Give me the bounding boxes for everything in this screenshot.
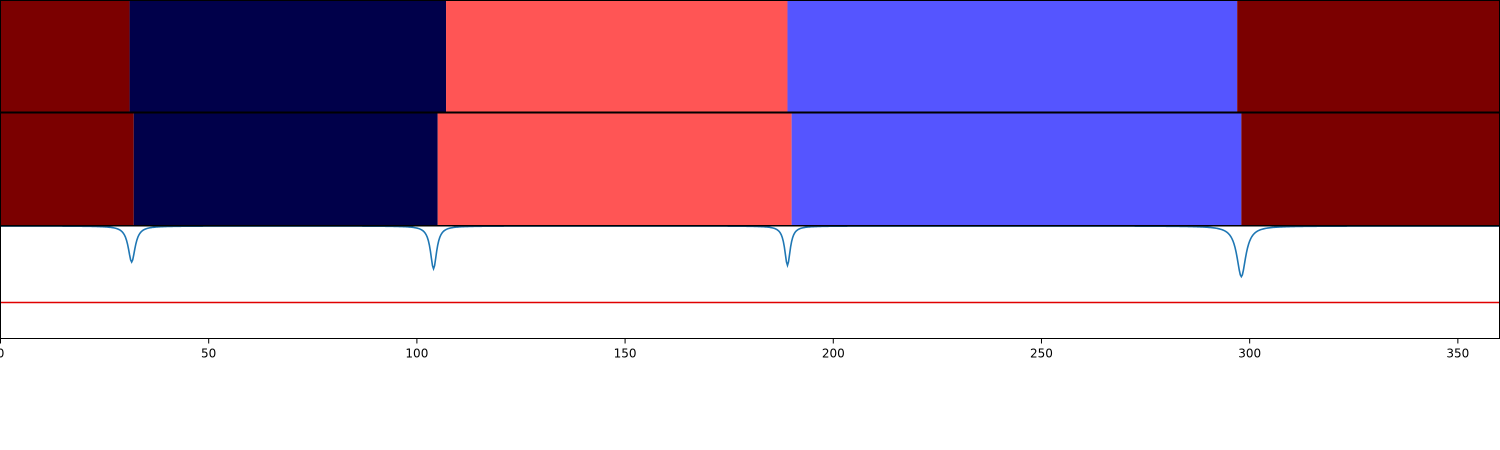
segment-1-3 <box>446 0 788 112</box>
signal-panel <box>0 225 1500 304</box>
x-tick-label-350: 350 <box>1446 347 1469 361</box>
segment-2-1 <box>0 113 134 226</box>
segment-1-1 <box>0 0 130 112</box>
segment-2-4 <box>791 113 1242 226</box>
x-tick-label-0: 0 <box>0 347 4 361</box>
segment-2-3 <box>437 113 792 226</box>
x-tick-label-250: 250 <box>1030 347 1053 361</box>
signal-panel-frame <box>0 225 1500 339</box>
segment-1-2 <box>129 0 447 112</box>
x-axis: 0 50 100 150 200 250 300 350 <box>0 338 1469 361</box>
x-tick-label-100: 100 <box>405 347 428 361</box>
segment-2-5 <box>1241 113 1500 226</box>
signal-line <box>0 225 1500 279</box>
segment-1-4 <box>787 0 1238 112</box>
segment-row-1 <box>0 0 1500 112</box>
x-tick-label-150: 150 <box>614 347 637 361</box>
x-tick-label-300: 300 <box>1238 347 1261 361</box>
x-tick-label-200: 200 <box>822 347 845 361</box>
x-tick-label-50: 50 <box>201 347 216 361</box>
segment-1-5 <box>1237 0 1500 112</box>
segment-row-2 <box>0 113 1500 226</box>
segment-2-2 <box>133 113 438 226</box>
